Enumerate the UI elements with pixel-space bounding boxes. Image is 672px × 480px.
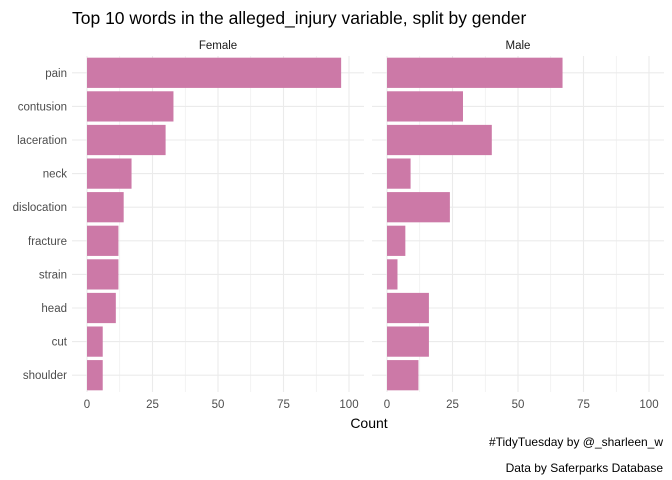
y-tick-label-fracture: fracture — [28, 236, 67, 248]
x-tick-label: 50 — [212, 399, 225, 411]
x-axis-label: Count — [350, 415, 387, 431]
y-tick-label-neck: neck — [43, 169, 68, 181]
bar-male-pain — [387, 57, 563, 88]
bar-male-fracture — [387, 225, 406, 256]
y-axis-labels: pain contusion laceration neck dislocation fr… — [13, 68, 68, 382]
x-tick-label: 0 — [384, 399, 390, 411]
y-tick-label-cut: cut — [52, 337, 68, 349]
x-tick-label: 100 — [339, 399, 358, 411]
x-tick-label: 25 — [146, 399, 159, 411]
x-tick-label: 75 — [277, 399, 290, 411]
bar-male-strain — [387, 259, 398, 290]
facet-strip-label: Female — [199, 40, 237, 52]
y-tick-label-dislocation: dislocation — [13, 202, 67, 214]
facet-panel-female: Female 0 25 50 75 100 — [72, 40, 364, 411]
bar-male-neck — [387, 158, 411, 189]
y-tick-label-contusion: contusion — [18, 101, 67, 113]
bar-male-dislocation — [387, 192, 450, 223]
y-tick-label-strain: strain — [39, 269, 67, 281]
x-tick-label: 50 — [512, 399, 525, 411]
y-tick-label-laceration: laceration — [17, 135, 67, 147]
bar-female-contusion — [87, 91, 174, 122]
chart-title: Top 10 words in the alleged_injury varia… — [72, 8, 526, 29]
bar-female-dislocation — [87, 192, 124, 223]
bar-male-laceration — [387, 124, 492, 156]
y-tick-label-pain: pain — [45, 68, 67, 80]
facet-panels: Female 0 25 50 75 100 Male 0 25 50 75 100 — [72, 40, 664, 411]
y-tick-label-head: head — [41, 303, 67, 315]
x-tick-label: 25 — [446, 399, 459, 411]
bar-male-shoulder — [387, 360, 419, 391]
bar-male-cut — [387, 326, 429, 357]
x-tick-label: 100 — [639, 399, 658, 411]
bar-female-strain — [87, 259, 119, 290]
bar-female-pain — [87, 57, 342, 88]
x-tick-label: 0 — [84, 399, 90, 411]
bar-female-shoulder — [87, 360, 103, 391]
bar-male-head — [387, 292, 429, 324]
facet-strip-label: Male — [506, 40, 531, 52]
bar-female-cut — [87, 326, 103, 357]
caption-line-2: Data by Saferparks Database — [506, 461, 664, 475]
bar-female-head — [87, 292, 116, 324]
x-tick-label: 75 — [577, 399, 590, 411]
bar-female-fracture — [87, 225, 119, 256]
y-tick-label-shoulder: shoulder — [23, 370, 67, 382]
bar-female-laceration — [87, 124, 166, 156]
bar-male-contusion — [387, 91, 463, 122]
facet-panel-male: Male 0 25 50 75 100 — [372, 40, 664, 411]
bar-female-neck — [87, 158, 132, 189]
caption-line-1: #TidyTuesday by @_sharleen_w — [489, 435, 663, 449]
